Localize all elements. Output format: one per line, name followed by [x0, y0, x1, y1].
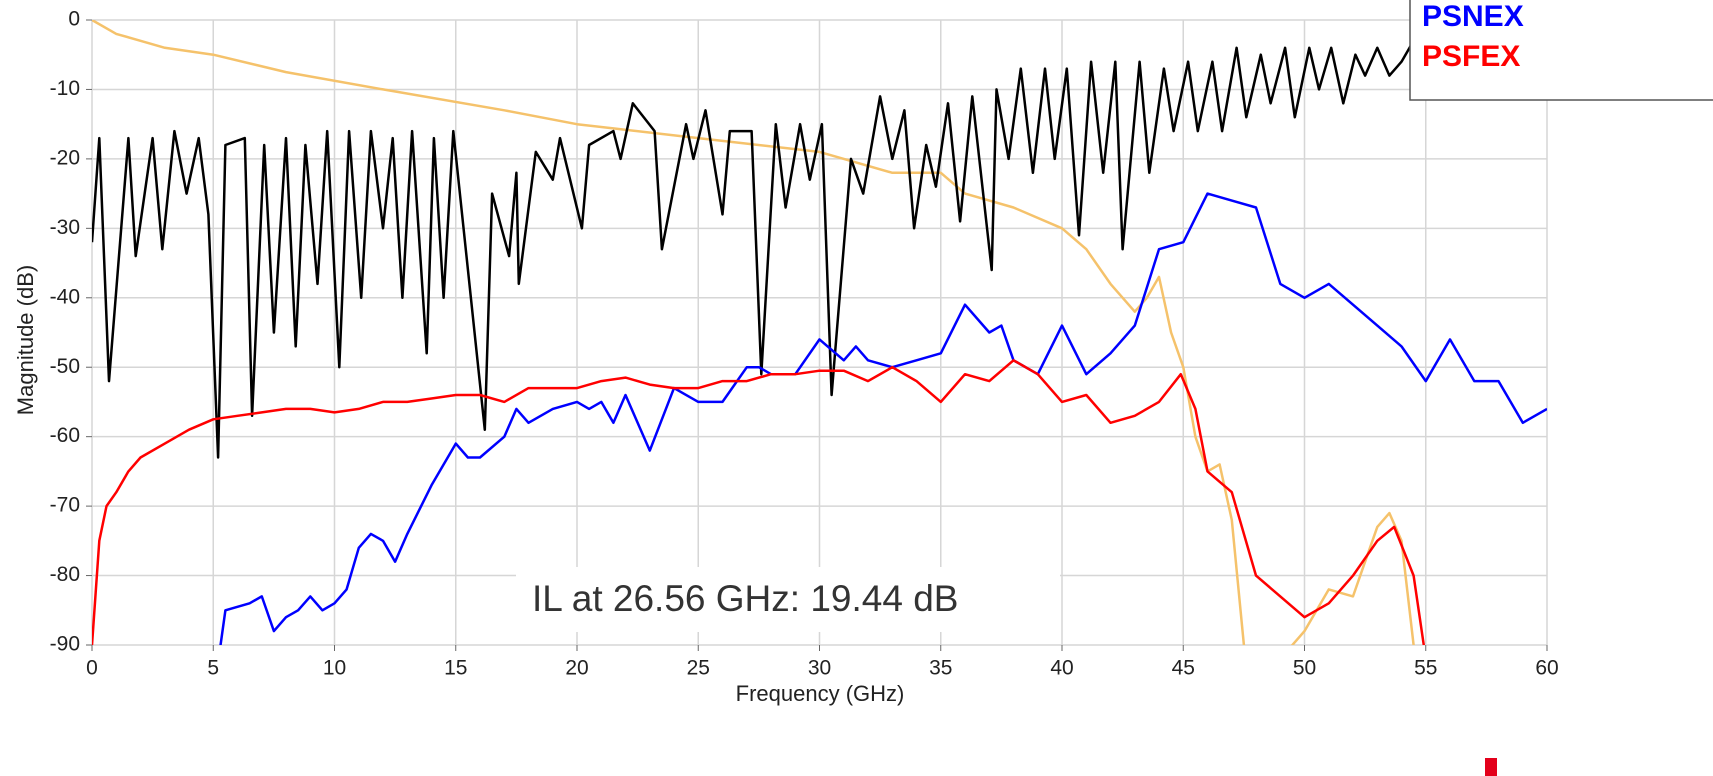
legend: PSNEX PSFEX — [1409, 0, 1713, 101]
grid — [91, 19, 1548, 646]
y-tick-label: -70 — [50, 494, 80, 517]
plot-lines — [92, 20, 1547, 645]
series-line — [219, 192, 1547, 645]
y-tick-label: -10 — [50, 77, 80, 100]
y-tick-label: -40 — [50, 285, 80, 308]
x-tick-label: 35 — [929, 657, 952, 680]
x-tick-label: 15 — [444, 657, 467, 680]
x-tick-label: 25 — [687, 657, 710, 680]
y-tick-label: -50 — [50, 355, 80, 378]
series-line — [92, 20, 1415, 645]
x-tick-label: 40 — [1050, 657, 1073, 680]
logo-mark — [1485, 758, 1497, 776]
annotation: IL at 26.56 GHz: 19.44 dB — [532, 578, 958, 619]
series-line — [92, 39, 1427, 459]
legend-label: PSNEX — [1422, 0, 1524, 33]
y-axis-label: Magnitude (dB) — [13, 265, 38, 415]
axes: 0 5 10 15 20 25 30 35 40 45 50 55 60 0 -10 -20 -30 -40 -50… — [50, 8, 1559, 680]
x-tick-label: 20 — [565, 657, 588, 680]
x-tick-label: 55 — [1414, 657, 1437, 680]
y-tick-label: -20 — [50, 146, 80, 169]
x-tick-label: 60 — [1535, 657, 1558, 680]
x-tick-label: 45 — [1172, 657, 1195, 680]
x-tick-label: 50 — [1293, 657, 1316, 680]
x-tick-label: 5 — [207, 657, 219, 680]
y-tick-label: -90 — [50, 633, 80, 656]
x-tick-label: 0 — [86, 657, 98, 680]
x-tick-label: 10 — [323, 657, 346, 680]
y-tick-label: -80 — [50, 563, 80, 586]
legend-box — [1409, 0, 1713, 101]
y-tick-label: -30 — [50, 216, 80, 239]
legend-label: PSFEX — [1422, 40, 1520, 73]
y-tick-label: 0 — [68, 8, 80, 31]
x-tick-label: 30 — [808, 657, 831, 680]
y-tick-label: -60 — [50, 424, 80, 447]
annotation-box — [516, 567, 1060, 632]
series-line — [92, 359, 1426, 645]
x-axis-label: Frequency (GHz) — [736, 681, 905, 706]
